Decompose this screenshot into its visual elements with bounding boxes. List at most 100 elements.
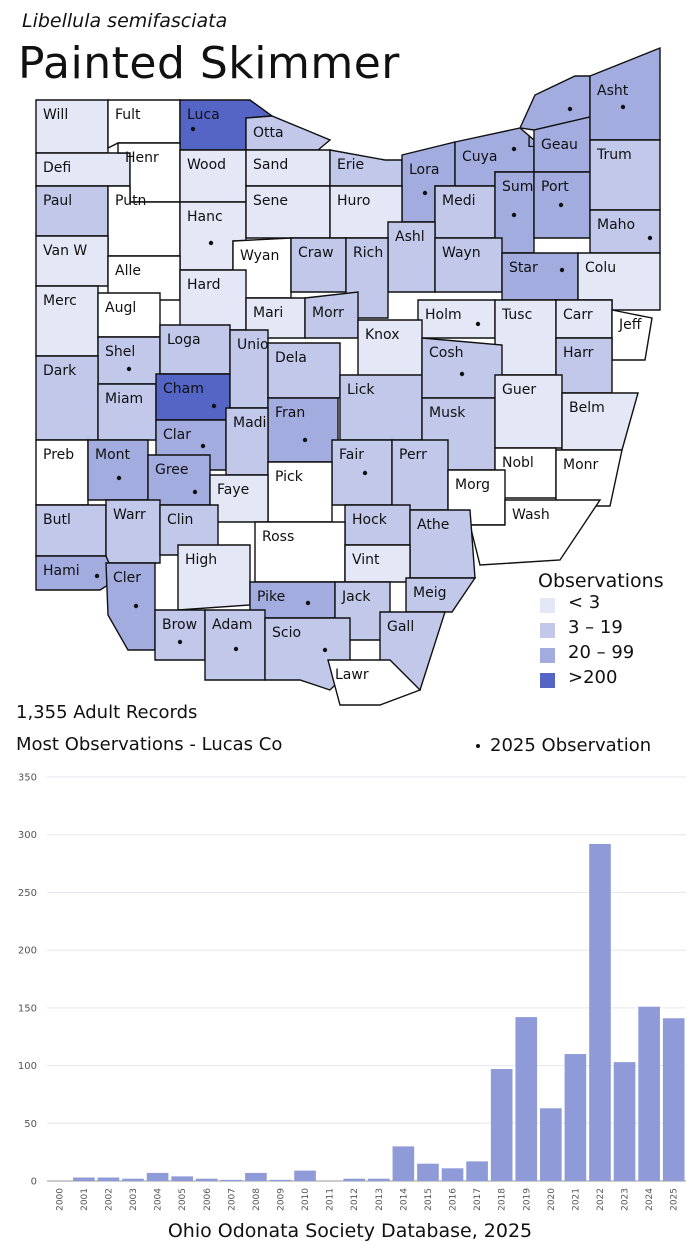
county-label: Augl — [105, 300, 136, 316]
county-label: Loga — [167, 332, 201, 348]
county-jeff: Jeff — [611, 309, 653, 361]
y-tick-label: 150 — [18, 1003, 37, 1014]
county-mont: Mont — [87, 439, 149, 501]
county-adam: Adam — [204, 609, 266, 681]
county-label: Jack — [341, 589, 371, 605]
observation-2025-dot — [322, 647, 328, 653]
county-monr: Monr — [555, 449, 623, 507]
bar-2012 — [343, 1178, 366, 1181]
bar-2003 — [122, 1178, 144, 1181]
county-map: Will Fult Luca Otta Defi Henr Wood Sand Erie Lora… — [35, 46, 661, 706]
county-geau: Geau — [533, 116, 591, 173]
county-label: Carr — [563, 307, 593, 323]
county-madi: Madi — [225, 407, 269, 476]
x-tick-label: 2002 — [104, 1188, 114, 1211]
observation-2025-dot — [422, 190, 428, 196]
county-pike: Pike — [249, 581, 336, 619]
county-shape — [405, 577, 477, 613]
county-label: Dela — [275, 350, 307, 366]
observation-2025-dot — [208, 240, 214, 246]
county-label: Lawr — [335, 667, 369, 683]
x-tick-label: 2023 — [621, 1188, 631, 1211]
county-label: Warr — [113, 507, 146, 523]
county-label: Star — [509, 260, 538, 276]
county-label: Scio — [272, 625, 301, 641]
observation-2025-dot — [200, 443, 206, 449]
y-tick-label: 250 — [18, 888, 37, 899]
county-label: Pike — [257, 589, 285, 605]
county-label: Miam — [105, 391, 143, 407]
x-tick-label: 2003 — [129, 1188, 139, 1211]
county-label: Trum — [596, 147, 632, 163]
observation-dot-icon — [476, 744, 480, 748]
county-shel: Shel — [97, 336, 161, 385]
x-tick-label: 2009 — [276, 1188, 286, 1211]
x-tick-label: 2018 — [498, 1188, 508, 1211]
county-label: Knox — [365, 327, 399, 343]
county-label: Fair — [339, 447, 364, 463]
county-label: Athe — [417, 517, 449, 533]
county-label: Fran — [275, 405, 305, 421]
county-label: Mont — [95, 447, 131, 463]
county-fran: Fran — [267, 397, 339, 463]
legend-item: 20 – 99 — [538, 642, 664, 667]
county-shape — [555, 449, 623, 507]
county-label: Erie — [337, 157, 364, 173]
observation-2025-dot — [362, 470, 368, 476]
county-label: Gall — [387, 619, 414, 635]
county-defi: Defi — [35, 152, 131, 187]
bar-2016 — [441, 1168, 464, 1181]
county-label: Jeff — [618, 317, 642, 333]
bar-2010 — [294, 1170, 316, 1181]
county-wayn: Wayn — [434, 237, 503, 293]
county-dark: Dark — [35, 355, 99, 441]
county-hock: Hock — [344, 504, 411, 546]
county-shape — [105, 562, 156, 651]
county-paul: Paul — [35, 185, 109, 237]
county-label: Putn — [115, 193, 146, 209]
county-van-w: Van W — [35, 235, 109, 287]
x-tick-label: 2017 — [473, 1188, 483, 1211]
county-label: Vint — [352, 552, 380, 568]
bar-2004 — [146, 1172, 169, 1181]
county-craw: Craw — [290, 237, 347, 293]
observation-2025-dot — [475, 321, 481, 327]
observation-2025-dot — [233, 646, 239, 652]
county-hami: Hami — [35, 555, 117, 591]
county-label: Wash — [512, 507, 550, 523]
county-label: Wood — [187, 157, 226, 173]
x-tick-label: 2008 — [252, 1188, 262, 1211]
legend-swatch — [540, 623, 555, 638]
county-label: Madi — [233, 415, 266, 431]
x-tick-label: 2010 — [301, 1188, 311, 1211]
bar-2020 — [540, 1108, 562, 1181]
county-label: Nobl — [502, 455, 534, 471]
counties: Will Fult Luca Otta Defi Henr Wood Sand Erie Lora… — [35, 46, 661, 706]
county-augl: Augl — [97, 292, 161, 338]
bar-2023 — [613, 1062, 636, 1181]
y-tick-label: 200 — [18, 946, 37, 957]
county-belm: Belm — [561, 392, 639, 451]
y-axis: 0 50 100 150 200 250 300 350 — [18, 773, 37, 1188]
county-label: Faye — [217, 482, 249, 498]
county-cler: Cler — [105, 562, 156, 651]
county-miam: Miam — [97, 383, 157, 441]
county-label: Merc — [43, 293, 77, 309]
y-tick-label: 350 — [18, 773, 37, 784]
county-label: Alle — [115, 263, 141, 279]
county-label: Wayn — [442, 245, 481, 261]
county-guer: Guer — [494, 374, 563, 449]
legend-item: >200 — [538, 667, 664, 692]
county-label: Will — [43, 107, 68, 123]
observation-2025-dot — [511, 146, 517, 152]
county-meig: Meig — [405, 577, 477, 613]
observation-2025-dot — [94, 573, 100, 579]
x-tick-label: 2022 — [596, 1188, 606, 1211]
bar-2013 — [367, 1178, 390, 1181]
x-tick-label: 2013 — [375, 1188, 385, 1211]
legend: Observations < 3 3 – 19 20 – 99 >200 — [538, 570, 664, 692]
county-label: Clar — [163, 427, 191, 443]
observation-2025-dot — [559, 267, 565, 273]
county-label: Perr — [399, 447, 427, 463]
county-label: Gree — [155, 462, 189, 478]
